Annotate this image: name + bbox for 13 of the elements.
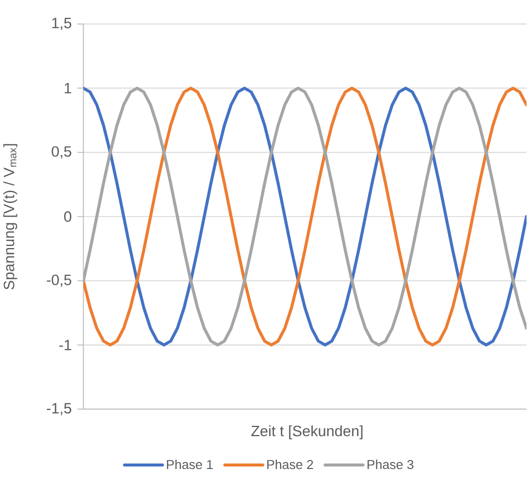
y-tick-label: -1 (59, 340, 72, 350)
y-tick-label: 0 (64, 211, 72, 222)
legend-label: Phase 2 (267, 460, 313, 470)
y-tick-label: 1,5 (52, 18, 72, 30)
y-tick-label: 0,5 (52, 146, 72, 158)
legend-label: Phase 1 (166, 460, 213, 470)
y-tick-label: 1 (64, 83, 72, 94)
legend-label: Phase 3 (368, 460, 414, 470)
y-tick-label: -0,5 (46, 274, 72, 287)
y-axis-title: Spannung [V(t) / V$_{max}$] (3, 144, 18, 290)
x-axis-title: Zeit t [Sekunden] (251, 425, 362, 440)
y-tick-label: -1,5 (46, 403, 72, 416)
line-series (83, 86, 526, 346)
